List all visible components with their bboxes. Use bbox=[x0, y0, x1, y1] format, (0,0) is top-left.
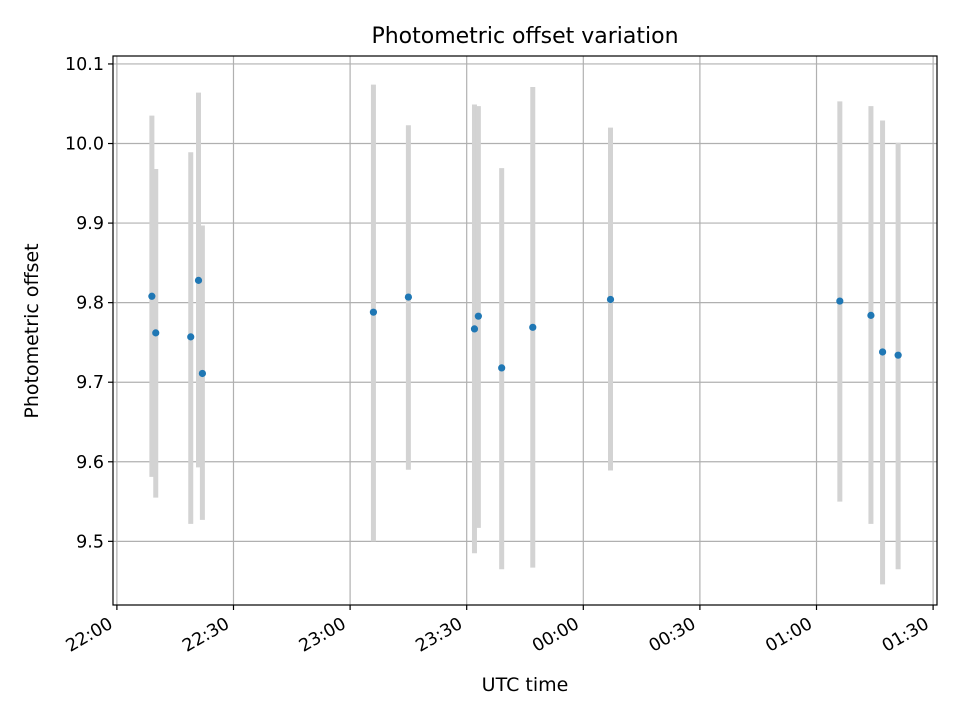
y-tick-label: 10.0 bbox=[65, 135, 104, 155]
data-point bbox=[148, 292, 156, 300]
data-point bbox=[498, 364, 506, 372]
data-point bbox=[369, 308, 378, 316]
x-axis-label: UTC time bbox=[482, 674, 569, 696]
y-tick-label: 9.8 bbox=[76, 294, 104, 314]
plot-frame bbox=[112, 55, 938, 606]
data-point bbox=[878, 348, 887, 356]
data-point bbox=[404, 293, 412, 301]
data-point bbox=[194, 276, 203, 284]
y-tick-label: 9.9 bbox=[76, 214, 104, 234]
data-point bbox=[187, 333, 195, 341]
data-point bbox=[606, 295, 615, 304]
chart-title: Photometric offset variation bbox=[371, 24, 678, 49]
y-axis-label: Photometric offset bbox=[21, 243, 43, 418]
data-point bbox=[867, 311, 875, 319]
data-point bbox=[529, 323, 537, 331]
data-point bbox=[152, 329, 160, 337]
data-point bbox=[474, 312, 482, 320]
point-layer bbox=[148, 276, 902, 378]
data-point bbox=[836, 297, 844, 305]
y-tick-label: 9.7 bbox=[76, 373, 104, 393]
grid-layer bbox=[113, 56, 937, 605]
data-point bbox=[198, 369, 206, 378]
data-point bbox=[470, 325, 479, 333]
y-tick-label: 9.6 bbox=[76, 453, 104, 473]
y-tick-label: 9.5 bbox=[76, 532, 104, 552]
y-tick-label: 10.1 bbox=[65, 55, 104, 75]
data-point bbox=[894, 351, 902, 359]
